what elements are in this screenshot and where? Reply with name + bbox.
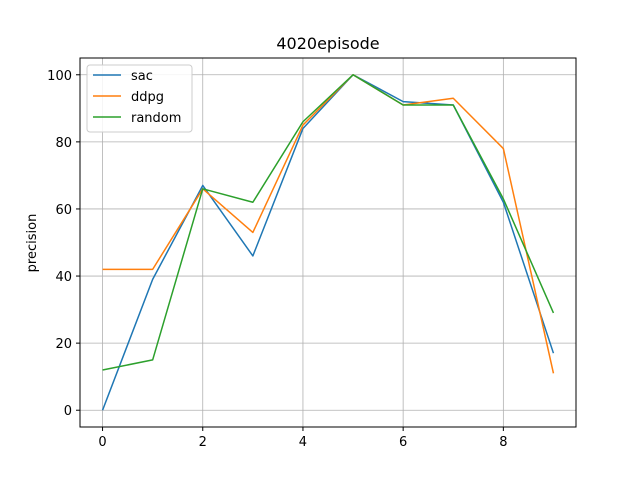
legend-label-sac: sac [131, 69, 153, 84]
y-tick-label: 80 [55, 136, 72, 151]
y-tick-label: 100 [47, 69, 72, 84]
series-lines [101, 74, 555, 411]
legend-label-ddpg: ddpg [131, 90, 164, 105]
y-axis-label: precision [25, 214, 40, 273]
y-tick-label: 20 [55, 337, 72, 352]
y-tick-label: 0 [64, 404, 72, 419]
legend-box [86, 64, 193, 133]
x-tick-label: 8 [499, 435, 507, 450]
series-line-ddpg [102, 74, 555, 374]
y-tick-label: 40 [55, 270, 72, 285]
series-line-sac [101, 74, 555, 411]
x-tick-label: 2 [199, 435, 207, 450]
chart-title: 4020episode [276, 34, 379, 53]
x-tick-label: 6 [399, 435, 407, 450]
legend-label-random: random [131, 111, 181, 126]
plot-frame [79, 57, 577, 428]
y-tick-label: 60 [55, 203, 72, 218]
grid-lines [80, 58, 576, 427]
x-tick-label: 4 [299, 435, 307, 450]
x-tick-label: 0 [98, 435, 106, 450]
legend: sac ddpg random [86, 64, 193, 133]
series-line-random [102, 74, 555, 371]
